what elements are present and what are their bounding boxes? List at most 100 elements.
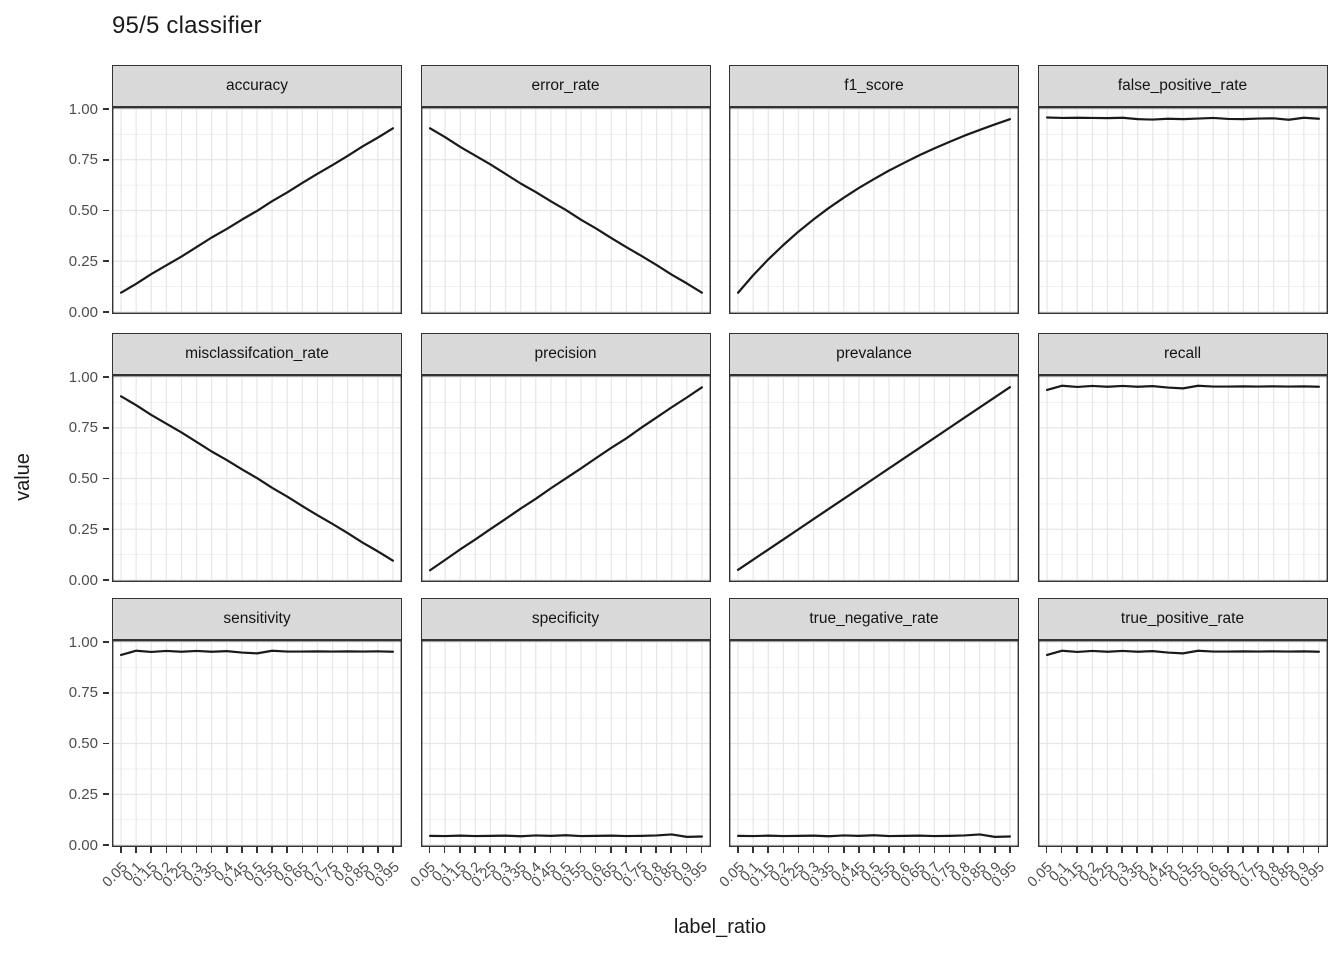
facet-panel-precision bbox=[420, 375, 711, 582]
x-tick-mark bbox=[165, 847, 168, 853]
x-tick-mark bbox=[797, 847, 800, 853]
x-tick-mark bbox=[210, 847, 213, 853]
gridlines bbox=[421, 641, 710, 846]
y-tick-label: 0.25 bbox=[68, 252, 98, 270]
y-tick-label: 1.00 bbox=[68, 100, 98, 118]
y-tick-label: 0.50 bbox=[68, 470, 98, 487]
facet-strip-label: recall bbox=[1163, 345, 1202, 362]
x-tick-mark bbox=[579, 847, 582, 853]
x-tick-mark bbox=[625, 847, 627, 853]
gridlines bbox=[113, 376, 401, 581]
x-tick-mark bbox=[933, 847, 936, 853]
x-tick-mark bbox=[1060, 847, 1063, 853]
x-tick-mark bbox=[1242, 847, 1244, 853]
x-tick-mark bbox=[241, 847, 243, 853]
y-tick-mark bbox=[103, 793, 109, 796]
facet-strip-label: prevalance bbox=[836, 345, 912, 362]
y-tick-mark bbox=[103, 691, 109, 694]
gridlines bbox=[113, 108, 401, 313]
x-tick-mark bbox=[271, 847, 273, 853]
panel-border bbox=[112, 107, 402, 314]
gridlines bbox=[421, 376, 710, 581]
x-tick-mark bbox=[1151, 847, 1154, 853]
series-line-true_negative_rate bbox=[736, 833, 1012, 838]
x-tick-mark bbox=[519, 847, 521, 853]
panel-border bbox=[420, 375, 711, 582]
x-tick-mark bbox=[827, 847, 830, 853]
panel-border bbox=[1037, 107, 1328, 314]
x-tick-mark bbox=[1045, 847, 1048, 853]
series-line-misclassifcation_rate bbox=[119, 395, 395, 562]
x-tick-mark bbox=[1272, 847, 1274, 853]
facet-panel-true_positive_rate bbox=[1037, 640, 1328, 847]
facet-panel-accuracy bbox=[112, 107, 402, 314]
x-tick-mark bbox=[549, 847, 552, 853]
x-tick-mark bbox=[564, 847, 567, 853]
facet-strip-recall: recall bbox=[1037, 333, 1328, 375]
x-tick-mark bbox=[1181, 847, 1184, 853]
x-tick-mark bbox=[700, 847, 703, 853]
y-tick-mark bbox=[103, 528, 109, 531]
y-tick-label: 0.00 bbox=[68, 303, 98, 321]
y-tick-mark bbox=[103, 477, 109, 480]
x-tick-mark bbox=[1211, 847, 1214, 853]
x-tick-mark bbox=[443, 847, 446, 853]
y-tick-mark bbox=[103, 742, 109, 745]
x-axis-title: label_ratio bbox=[673, 916, 767, 938]
x-tick-mark bbox=[737, 847, 739, 853]
x-tick-mark bbox=[610, 847, 612, 853]
x-tick-mark bbox=[888, 847, 890, 853]
x-tick-mark bbox=[392, 847, 394, 853]
panel-border bbox=[1037, 375, 1328, 582]
y-tick-label: 0.00 bbox=[68, 571, 98, 589]
panel-border bbox=[1037, 640, 1328, 847]
gridlines bbox=[113, 641, 401, 846]
x-tick-mark bbox=[180, 847, 183, 853]
y-tick-label: 0.50 bbox=[68, 202, 98, 219]
x-tick-mark bbox=[301, 847, 304, 853]
panel-border bbox=[729, 640, 1019, 847]
x-tick-mark bbox=[812, 847, 815, 853]
facet-strip-label: misclassifcation_rate bbox=[185, 345, 329, 362]
series-line-recall bbox=[1045, 384, 1320, 392]
facet-panel-sensitivity bbox=[112, 640, 402, 847]
y-tick-label: 0.75 bbox=[68, 684, 98, 702]
facet-strip-label: error_rate bbox=[531, 77, 600, 94]
x-tick-mark bbox=[316, 847, 319, 853]
x-tick-mark bbox=[428, 847, 431, 853]
gridlines bbox=[1038, 641, 1327, 846]
x-tick-mark bbox=[150, 847, 153, 853]
x-tick-mark bbox=[1257, 847, 1259, 853]
x-tick-mark bbox=[489, 847, 491, 853]
x-tick-mark bbox=[948, 847, 951, 853]
y-tick-label: 0.25 bbox=[68, 520, 98, 538]
y-axis-title: value bbox=[12, 453, 34, 501]
x-tick-mark bbox=[286, 847, 288, 853]
facet-strip-error_rate: error_rate bbox=[420, 65, 711, 107]
facet-strip-label: true_negative_rate bbox=[809, 610, 939, 627]
y-tick-label: 1.00 bbox=[68, 368, 98, 386]
x-tick-mark bbox=[640, 847, 642, 853]
panel-border bbox=[729, 107, 1019, 314]
y-tick-mark bbox=[103, 260, 109, 263]
facet-panel-true_negative_rate bbox=[729, 640, 1019, 847]
panel-border bbox=[420, 640, 711, 847]
panel-border bbox=[112, 640, 402, 847]
y-tick-mark bbox=[103, 108, 109, 110]
x-tick-mark bbox=[1166, 847, 1169, 853]
y-tick-mark bbox=[103, 376, 109, 378]
gridlines bbox=[730, 641, 1018, 846]
series-line-prevalance bbox=[736, 386, 1012, 571]
facet-strip-label: f1_score bbox=[844, 77, 904, 94]
panel-border bbox=[420, 107, 711, 314]
x-tick-mark bbox=[120, 847, 122, 853]
x-tick-mark bbox=[963, 847, 966, 853]
x-tick-mark bbox=[377, 847, 379, 853]
facet-strip-precision: precision bbox=[420, 333, 711, 375]
facet-strip-misclassifcation_rate: misclassifcation_rate bbox=[112, 333, 402, 375]
x-tick-mark bbox=[873, 847, 875, 853]
facet-strip-specificity: specificity bbox=[420, 598, 711, 640]
x-tick-mark bbox=[752, 847, 754, 853]
y-tick-label: 1.00 bbox=[68, 633, 98, 651]
y-tick-mark bbox=[103, 209, 109, 212]
